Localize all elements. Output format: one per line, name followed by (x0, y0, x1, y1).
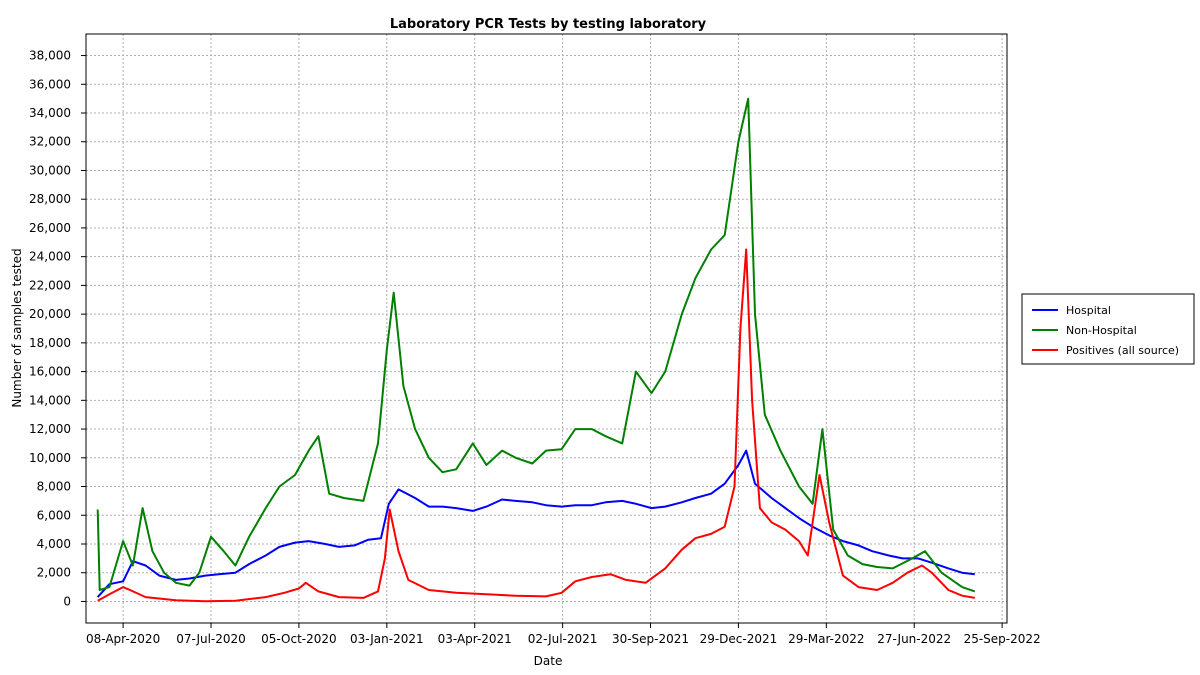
plot-area-border (85, 33, 1008, 624)
y-tick-label: 30,000 (29, 163, 71, 177)
y-tick-label: 12,000 (29, 422, 71, 436)
x-tick-label: 30-Sep-2021 (612, 632, 689, 646)
x-tick-label: 05-Oct-2020 (261, 632, 337, 646)
y-axis-ticks: 0 2,000 4,000 6,000 8,000 10,000 12,000 14,000 1… (29, 49, 86, 608)
grid (86, 34, 1007, 623)
y-tick-label: 24,000 (29, 250, 71, 264)
y-tick-label: 26,000 (29, 221, 71, 235)
series-line-3 (97, 248, 975, 603)
y-tick-label: 10,000 (29, 451, 71, 465)
x-tick-label: 29-Mar-2022 (788, 632, 864, 646)
x-tick-label: 07-Jul-2020 (176, 632, 246, 646)
x-tick-label: 02-Jul-2021 (528, 632, 598, 646)
legend-label: Hospital (1066, 304, 1111, 317)
x-tick-label: 08-Apr-2020 (86, 632, 160, 646)
x-tick-label: 03-Jan-2021 (350, 632, 424, 646)
y-tick-label: 8,000 (37, 480, 71, 494)
y-tick-label: 18,000 (29, 336, 71, 350)
series-line-2 (96, 97, 976, 593)
chart-title: Laboratory PCR Tests by testing laborato… (390, 17, 707, 32)
y-tick-label: 0 (63, 594, 71, 608)
x-tick-label: 25-Sep-2022 (964, 632, 1041, 646)
y-tick-label: 20,000 (29, 307, 71, 321)
x-axis-ticks: 08-Apr-2020 07-Jul-2020 05-Oct-2020 03-Jan-… (86, 623, 1041, 646)
x-axis-title: Date (534, 654, 563, 668)
y-tick-label: 22,000 (29, 278, 71, 292)
legend-label: Positives (all source) (1066, 344, 1179, 357)
legend-label: Non-Hospital (1066, 324, 1137, 337)
y-tick-label: 2,000 (37, 566, 71, 580)
y-tick-label: 32,000 (29, 135, 71, 149)
y-axis-title: Number of samples tested (10, 248, 24, 407)
y-tick-label: 28,000 (29, 192, 71, 206)
y-tick-label: 14,000 (29, 393, 71, 407)
legend: Hospital Non-Hospital Positives (all sourc… (1021, 293, 1195, 365)
x-tick-label: 03-Apr-2021 (438, 632, 512, 646)
series-lines (96, 97, 976, 603)
y-tick-label: 4,000 (37, 537, 71, 551)
series-line-1 (96, 449, 975, 598)
y-tick-label: 6,000 (37, 508, 71, 522)
y-tick-label: 16,000 (29, 365, 71, 379)
y-tick-label: 36,000 (29, 77, 71, 91)
x-tick-label: 29-Dec-2021 (700, 632, 778, 646)
x-tick-label: 27-Jun-2022 (877, 632, 951, 646)
y-tick-label: 38,000 (29, 49, 71, 63)
y-tick-label: 34,000 (29, 106, 71, 120)
